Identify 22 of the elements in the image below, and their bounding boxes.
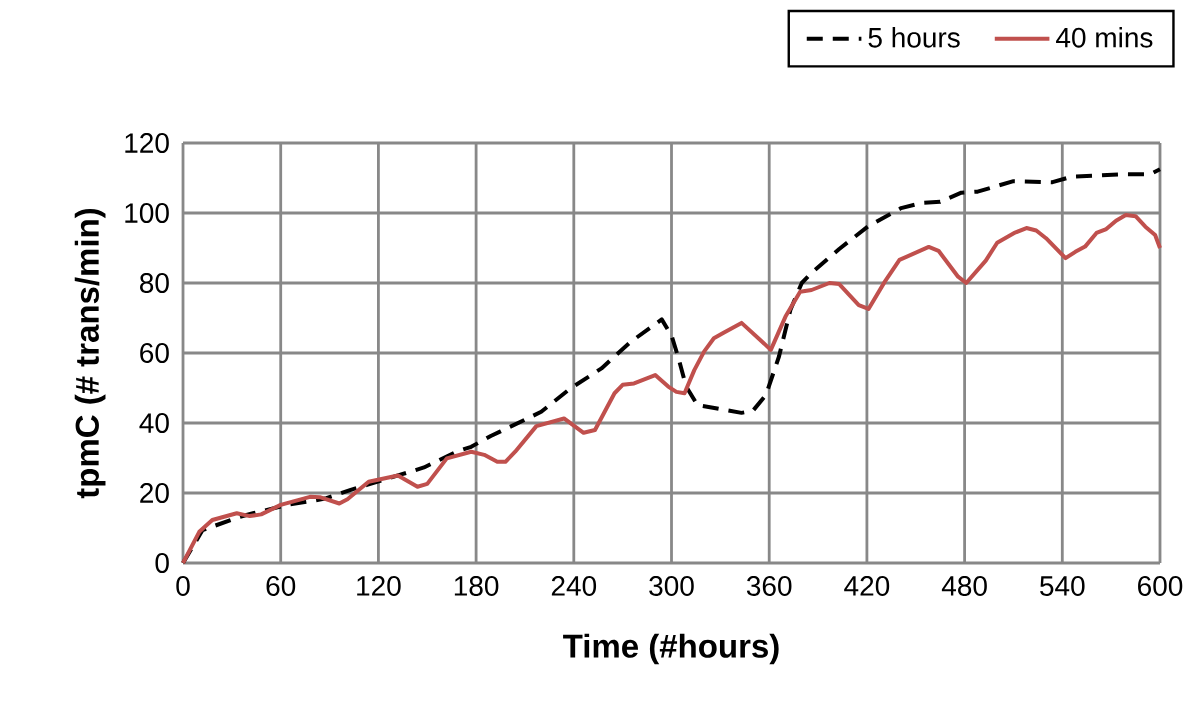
x-tick-label: 600 <box>1138 576 1183 596</box>
y-axis-title: tpmC (# trans/min) <box>74 208 106 499</box>
y-tick-label: 60 <box>140 343 169 363</box>
x-tick-label: 360 <box>746 576 792 596</box>
x-tick-label: 0 <box>176 576 190 596</box>
x-tick-label: 420 <box>844 576 890 596</box>
y-tick-label: 0 <box>155 553 169 573</box>
x-tick-label: 60 <box>266 576 296 596</box>
x-tick-label: 240 <box>551 576 597 596</box>
legend-label: 5 hours <box>868 27 960 48</box>
legend-label: 40 mins <box>1056 27 1153 48</box>
x-tick-label: 540 <box>1040 576 1085 596</box>
y-tick-label: 80 <box>140 273 169 293</box>
y-tick-label: 40 <box>139 413 169 433</box>
x-tick-label: 180 <box>454 576 499 596</box>
x-tick-label: 120 <box>357 576 401 596</box>
y-tick-label: 20 <box>140 483 169 503</box>
y-tick-label: 100 <box>125 203 169 223</box>
x-axis-title: Time (#hours) <box>563 633 779 665</box>
x-tick-label: 480 <box>941 576 987 596</box>
x-tick-label: 300 <box>649 576 694 596</box>
y-tick-label: 120 <box>125 133 169 153</box>
